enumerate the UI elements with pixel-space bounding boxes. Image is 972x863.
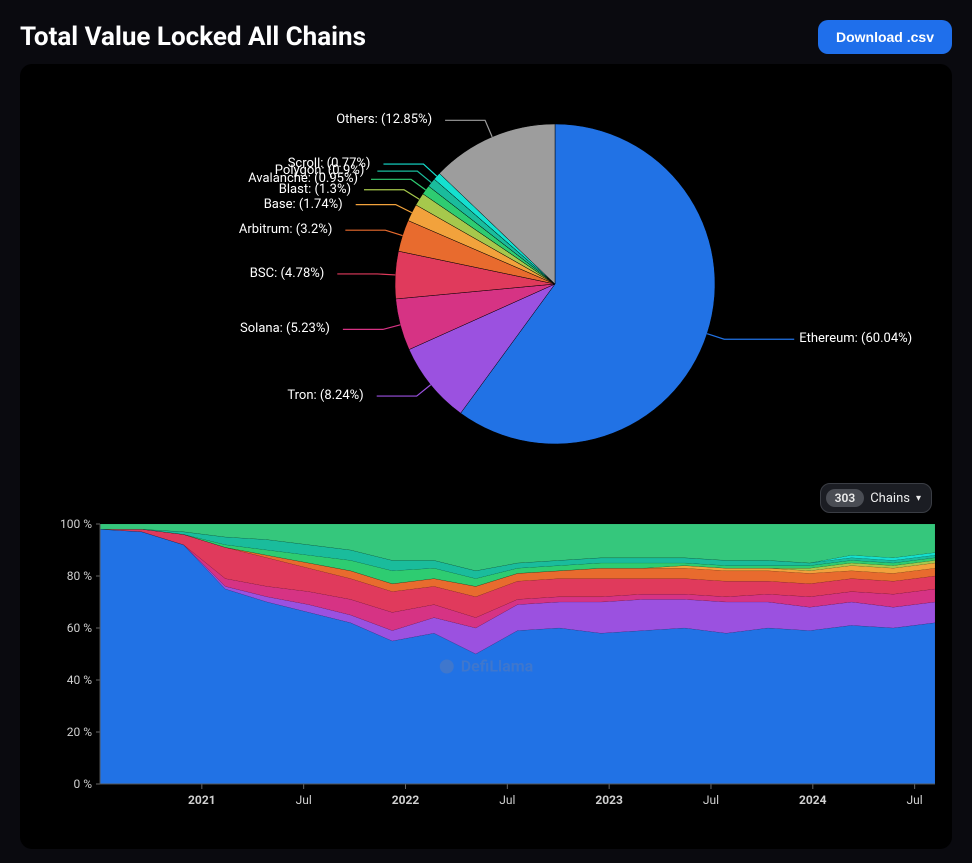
chains-selector[interactable]: 303 Chains ▾ bbox=[820, 483, 932, 513]
x-tick: 2021 bbox=[188, 793, 216, 807]
pie-label-others: Others: (12.85%) bbox=[336, 112, 432, 127]
x-tick: 2024 bbox=[799, 793, 827, 807]
chains-count-badge: 303 bbox=[826, 489, 865, 507]
y-tick: 0 % bbox=[73, 777, 92, 791]
x-tick: Jul bbox=[907, 793, 923, 807]
x-tick: 2023 bbox=[595, 793, 623, 807]
x-tick: Jul bbox=[296, 793, 312, 807]
pie-label-tron: Tron: (8.24%) bbox=[287, 388, 363, 403]
y-tick: 100 % bbox=[60, 519, 92, 531]
x-tick: Jul bbox=[499, 793, 515, 807]
y-tick: 60 % bbox=[67, 621, 92, 635]
area-chart: 303 Chains ▾ 0 %20 %40 %60 %80 %100 %202… bbox=[40, 519, 932, 839]
y-tick: 20 % bbox=[67, 725, 92, 739]
y-tick: 40 % bbox=[67, 673, 92, 687]
pie-label-ethereum: Ethereum: (60.04%) bbox=[799, 331, 912, 346]
chevron-down-icon: ▾ bbox=[916, 493, 921, 504]
header: Total Value Locked All Chains Download .… bbox=[20, 20, 952, 54]
pie-svg bbox=[390, 119, 720, 449]
pie-label-base: Base: (1.74%) bbox=[264, 197, 343, 212]
pie-label-bsc: BSC: (4.78%) bbox=[250, 266, 325, 281]
pie-label-solana: Solana: (5.23%) bbox=[240, 321, 330, 336]
download-csv-button[interactable]: Download .csv bbox=[818, 20, 952, 54]
dashboard-container: Total Value Locked All Chains Download .… bbox=[0, 0, 972, 849]
pie-label-scroll: Scroll: (0.77%) bbox=[288, 156, 371, 171]
x-tick: Jul bbox=[703, 793, 719, 807]
pie-label-arbitrum: Arbitrum: (3.2%) bbox=[239, 222, 332, 237]
x-tick: 2022 bbox=[392, 793, 420, 807]
y-tick: 80 % bbox=[67, 569, 92, 583]
area-svg: 0 % 20 % 40 % 60 % 80 % 100 % 2021 Jul 2022 Jul 20… bbox=[40, 519, 940, 819]
chains-selector-label: Chains bbox=[870, 491, 910, 506]
page-title: Total Value Locked All Chains bbox=[20, 22, 366, 52]
pie-chart: Ethereum: (60.04%) Tron: (8.24%) Solana: (… bbox=[40, 84, 932, 514]
chart-panel: Ethereum: (60.04%) Tron: (8.24%) Solana: (… bbox=[20, 64, 952, 849]
